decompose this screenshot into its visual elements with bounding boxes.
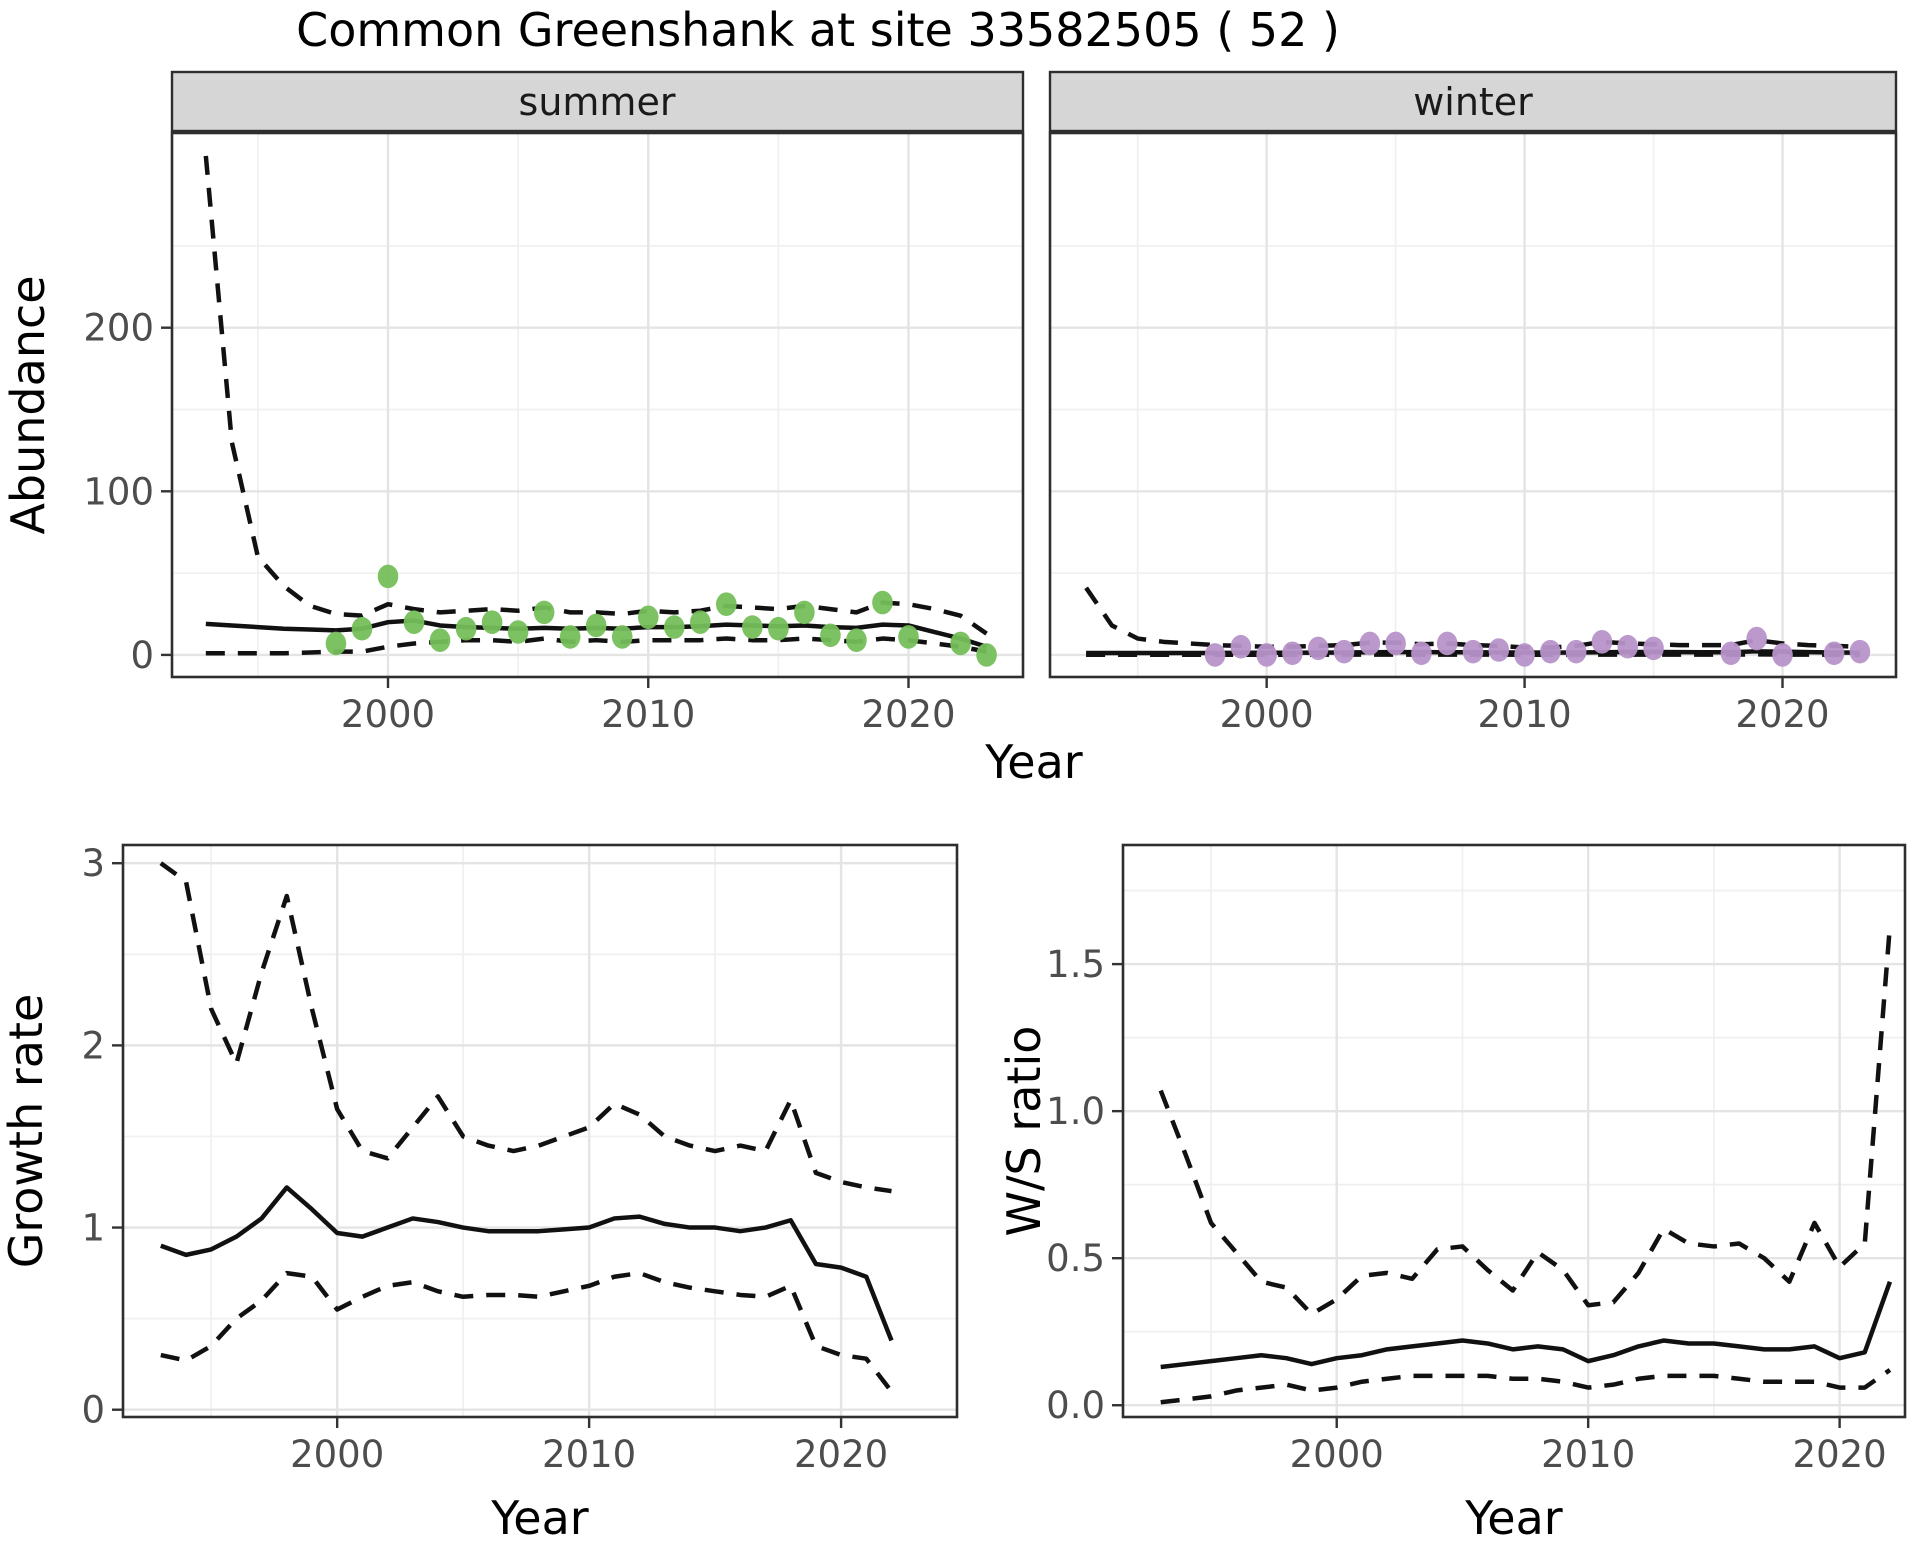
data-point xyxy=(612,625,633,649)
panel-growth: 2000 2010 2020 0 1 2 3 xyxy=(81,842,957,1476)
data-point xyxy=(482,610,503,634)
panel-ws: 2000 2010 2020 0.0 0.5 1.0 1.5 xyxy=(1046,845,1905,1476)
data-point xyxy=(1721,641,1742,665)
data-point xyxy=(664,615,685,639)
x-tick-label: 2000 xyxy=(1220,693,1314,736)
x-tick-label: 2000 xyxy=(341,693,435,736)
panel-abundance_winter: 2000 2010 2020 xyxy=(1050,133,1896,736)
x-tick-label: 2010 xyxy=(1541,1433,1635,1476)
data-point xyxy=(1824,641,1845,665)
y-tick-label: 0.5 xyxy=(1046,1237,1105,1280)
data-point xyxy=(560,625,581,649)
data-point xyxy=(352,617,373,641)
y-axis-title-growth-rate: Growth rate xyxy=(0,994,53,1269)
data-point xyxy=(1308,637,1329,661)
data-point xyxy=(534,601,555,625)
data-point xyxy=(1437,632,1458,656)
panel-abundance_summer: 2000 2010 2020 0 100 200 xyxy=(83,133,1023,736)
data-point xyxy=(1566,640,1587,664)
x-tick-label: 2020 xyxy=(861,693,955,736)
y-tick-label: 2 xyxy=(81,1024,105,1067)
data-point xyxy=(1282,641,1303,665)
data-point xyxy=(690,610,711,634)
chart-title: Common Greenshank at site 33582505 ( 52 … xyxy=(296,3,1340,57)
y-tick-label: 0.0 xyxy=(1046,1384,1105,1427)
data-point xyxy=(586,614,607,638)
data-point xyxy=(430,628,451,652)
data-point xyxy=(638,605,659,629)
y-tick-label: 1.0 xyxy=(1046,1090,1105,1133)
data-point xyxy=(1256,643,1277,667)
data-point xyxy=(456,617,477,641)
data-point xyxy=(742,615,763,639)
x-tick-label: 2020 xyxy=(1793,1433,1887,1476)
data-point xyxy=(976,643,997,667)
y-axis-title-abundance: Abundance xyxy=(1,275,55,534)
data-point xyxy=(1850,640,1871,664)
y-tick-label: 0 xyxy=(130,634,154,677)
data-point xyxy=(716,592,737,616)
x-tick-label: 2020 xyxy=(794,1433,888,1476)
data-point xyxy=(768,617,789,641)
data-point xyxy=(1385,632,1406,656)
data-point xyxy=(1488,638,1509,662)
data-point xyxy=(1205,643,1226,667)
data-point xyxy=(1334,640,1355,664)
x-tick-label: 2000 xyxy=(290,1433,384,1476)
x-axis-title-year-growth: Year xyxy=(490,1491,588,1545)
y-axis-title-ws-ratio: W/S ratio xyxy=(997,1026,1051,1237)
data-point xyxy=(378,565,399,589)
data-point xyxy=(404,610,425,634)
data-point xyxy=(898,625,919,649)
data-point xyxy=(1617,635,1638,659)
panel-background xyxy=(123,845,957,1417)
data-point xyxy=(508,620,529,644)
data-point xyxy=(1360,632,1381,656)
x-tick-label: 2020 xyxy=(1735,693,1829,736)
x-tick-label: 2000 xyxy=(1290,1433,1384,1476)
data-point xyxy=(794,601,815,625)
data-point xyxy=(1746,627,1767,651)
data-point xyxy=(1411,641,1432,665)
x-tick-label: 2010 xyxy=(601,693,695,736)
y-tick-label: 0 xyxy=(81,1389,105,1432)
panel-background xyxy=(1050,133,1896,677)
x-tick-label: 2010 xyxy=(542,1433,636,1476)
data-point xyxy=(950,632,971,656)
y-tick-label: 3 xyxy=(81,842,105,885)
y-tick-label: 100 xyxy=(83,470,154,513)
facet-strip-label-summer: summer xyxy=(519,80,676,124)
y-tick-label: 1.5 xyxy=(1046,943,1105,986)
x-axis-title-year-ws: Year xyxy=(1464,1491,1562,1545)
data-point xyxy=(1540,640,1561,664)
y-tick-label: 200 xyxy=(83,307,154,350)
data-point xyxy=(1514,643,1535,667)
data-point xyxy=(820,623,841,647)
data-point xyxy=(872,591,893,615)
data-point xyxy=(1643,637,1664,661)
x-axis-title-year-top: Year xyxy=(984,735,1082,789)
data-point xyxy=(1231,635,1252,659)
data-point xyxy=(1592,630,1613,654)
x-tick-label: 2010 xyxy=(1477,693,1571,736)
data-point xyxy=(1772,643,1793,667)
facet-strip-label-winter: winter xyxy=(1413,80,1533,124)
data-point xyxy=(846,628,867,652)
y-tick-label: 1 xyxy=(81,1207,105,1250)
data-point xyxy=(1463,640,1484,664)
data-point xyxy=(326,632,347,656)
